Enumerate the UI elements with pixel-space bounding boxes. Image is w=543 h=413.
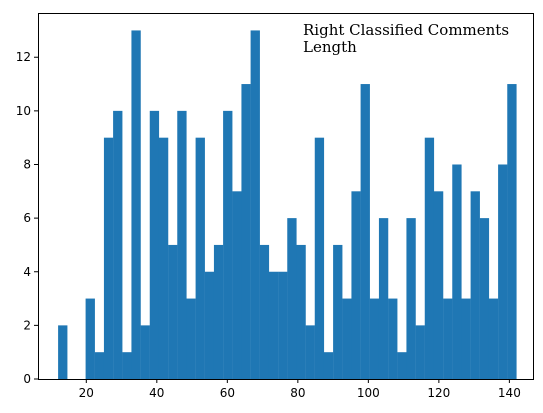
histogram-bar bbox=[443, 298, 453, 379]
histogram-bar bbox=[296, 244, 306, 379]
histogram-bar bbox=[433, 191, 444, 379]
y-tick-label: 8 bbox=[23, 157, 31, 171]
histogram-bar bbox=[333, 244, 343, 379]
histogram-bar bbox=[305, 325, 315, 379]
histogram-bar bbox=[287, 218, 297, 379]
legend: Right Classified Comments Length bbox=[303, 21, 509, 56]
y-axis-ticks: 0 2 4 6 8 10 12 bbox=[16, 50, 38, 386]
histogram-bar bbox=[250, 30, 260, 380]
histogram-bar bbox=[424, 137, 435, 379]
x-tick-label: 60 bbox=[220, 386, 235, 400]
y-tick-label: 12 bbox=[16, 50, 31, 64]
y-tick-label: 2 bbox=[23, 318, 31, 332]
histogram-bar bbox=[507, 84, 517, 380]
histogram-bar bbox=[168, 244, 178, 379]
histogram-bar bbox=[360, 84, 370, 380]
x-tick-label: 80 bbox=[290, 386, 305, 400]
histogram-bar bbox=[314, 137, 325, 379]
histogram-bar bbox=[158, 137, 169, 379]
bars-layer bbox=[58, 30, 517, 380]
histogram-bar bbox=[278, 271, 288, 379]
histogram-bar bbox=[122, 352, 132, 379]
histogram-bar bbox=[369, 298, 380, 379]
histogram-bar bbox=[342, 298, 352, 379]
y-tick-label: 10 bbox=[16, 104, 31, 118]
histogram-bar bbox=[452, 164, 462, 379]
y-tick-label: 6 bbox=[23, 211, 31, 225]
histogram-bar bbox=[241, 84, 251, 380]
x-axis-ticks: 20 40 60 80 100 120 140 bbox=[79, 379, 521, 400]
histogram-bar bbox=[103, 137, 114, 379]
histogram-bar bbox=[259, 244, 270, 379]
histogram-bar bbox=[378, 218, 389, 379]
histogram-bar bbox=[397, 352, 407, 379]
histogram-bar bbox=[488, 298, 499, 379]
histogram-bar bbox=[351, 191, 361, 379]
histogram-bar bbox=[140, 325, 150, 379]
histogram-bar bbox=[213, 244, 224, 379]
histogram-bar bbox=[204, 271, 215, 379]
histogram-bar bbox=[223, 110, 233, 380]
x-tick-label: 120 bbox=[427, 386, 450, 400]
y-tick-label: 0 bbox=[23, 372, 31, 386]
histogram-bar bbox=[470, 191, 480, 379]
x-tick-label: 40 bbox=[149, 386, 164, 400]
histogram-bar bbox=[232, 191, 242, 379]
histogram-bar bbox=[406, 218, 416, 379]
histogram-bar bbox=[323, 352, 334, 379]
histogram-bar bbox=[415, 325, 425, 379]
legend-line-1: Right Classified Comments bbox=[303, 21, 509, 39]
histogram-bar bbox=[186, 298, 196, 379]
y-tick-label: 4 bbox=[23, 265, 31, 279]
histogram-bar bbox=[479, 218, 490, 379]
histogram-bar bbox=[149, 110, 160, 380]
legend-line-2: Length bbox=[303, 38, 357, 56]
histogram-bar bbox=[195, 137, 205, 379]
plot-frame bbox=[38, 13, 534, 380]
histogram-bar bbox=[177, 110, 187, 380]
histogram-bar bbox=[58, 325, 68, 379]
x-tick-label: 20 bbox=[79, 386, 94, 400]
histogram-bar bbox=[498, 164, 508, 379]
x-tick-label: 100 bbox=[357, 386, 380, 400]
x-tick-label: 140 bbox=[498, 386, 521, 400]
histogram-bar bbox=[113, 110, 123, 380]
histogram-bar bbox=[131, 30, 141, 380]
histogram-bar bbox=[85, 298, 95, 379]
histogram-bar bbox=[461, 298, 471, 379]
histogram-bar bbox=[94, 352, 105, 379]
histogram-bar bbox=[268, 271, 279, 379]
histogram-bar bbox=[388, 298, 398, 379]
